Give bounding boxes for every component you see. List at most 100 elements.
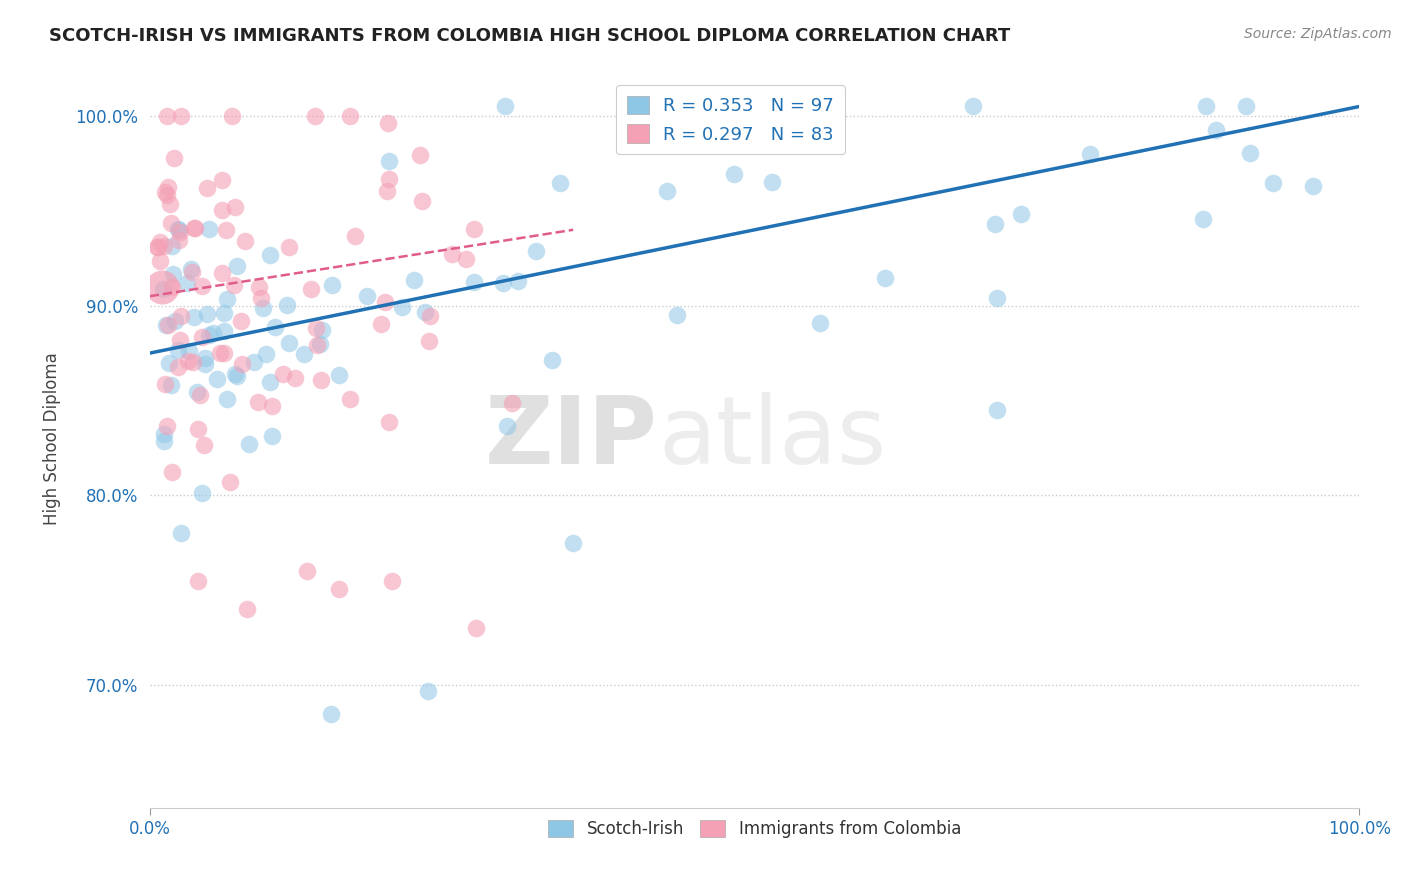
Point bbox=[176, 277, 198, 291]
Point bbox=[238, 437, 260, 451]
Point bbox=[808, 316, 831, 330]
Point bbox=[187, 421, 209, 435]
Point bbox=[321, 278, 343, 293]
Point bbox=[249, 292, 271, 306]
Point bbox=[159, 197, 181, 211]
Point bbox=[456, 252, 478, 266]
Point bbox=[156, 109, 179, 123]
Point bbox=[264, 320, 287, 334]
Point bbox=[211, 202, 233, 217]
Point bbox=[305, 338, 328, 352]
Point bbox=[167, 360, 190, 375]
Point bbox=[224, 367, 246, 381]
Point bbox=[225, 259, 247, 273]
Y-axis label: High School Diploma: High School Diploma bbox=[44, 352, 60, 524]
Point bbox=[162, 267, 184, 281]
Point bbox=[1195, 99, 1218, 113]
Point bbox=[339, 109, 361, 123]
Point bbox=[157, 356, 180, 370]
Point bbox=[180, 261, 202, 276]
Point bbox=[377, 116, 399, 130]
Point bbox=[404, 273, 426, 287]
Point bbox=[246, 394, 269, 409]
Point bbox=[305, 321, 328, 335]
Point bbox=[986, 291, 1008, 305]
Point bbox=[177, 343, 200, 358]
Point bbox=[1239, 146, 1261, 161]
Point bbox=[339, 392, 361, 406]
Point bbox=[169, 225, 191, 239]
Point bbox=[156, 187, 179, 202]
Point bbox=[177, 354, 200, 368]
Point bbox=[873, 271, 896, 285]
Point bbox=[159, 378, 181, 392]
Text: atlas: atlas bbox=[658, 392, 886, 484]
Point bbox=[370, 317, 392, 331]
Point bbox=[413, 304, 436, 318]
Point bbox=[152, 239, 174, 253]
Point bbox=[411, 194, 433, 209]
Point bbox=[1010, 207, 1032, 221]
Point bbox=[155, 376, 177, 391]
Point bbox=[184, 221, 207, 235]
Point bbox=[195, 181, 218, 195]
Point bbox=[508, 274, 530, 288]
Point bbox=[170, 109, 193, 123]
Point bbox=[205, 372, 228, 386]
Point bbox=[191, 330, 214, 344]
Point bbox=[155, 318, 177, 332]
Point bbox=[391, 300, 413, 314]
Point bbox=[378, 172, 401, 186]
Text: SCOTCH-IRISH VS IMMIGRANTS FROM COLOMBIA HIGH SCHOOL DIPLOMA CORRELATION CHART: SCOTCH-IRISH VS IMMIGRANTS FROM COLOMBIA… bbox=[49, 27, 1011, 45]
Point bbox=[224, 200, 246, 214]
Point bbox=[169, 310, 191, 324]
Point bbox=[167, 343, 190, 357]
Point bbox=[418, 309, 440, 323]
Point bbox=[465, 621, 488, 635]
Point bbox=[491, 276, 513, 290]
Point bbox=[190, 486, 212, 500]
Point bbox=[211, 266, 233, 280]
Point bbox=[374, 294, 396, 309]
Point bbox=[181, 355, 204, 369]
Point bbox=[215, 292, 238, 306]
Point bbox=[167, 233, 190, 247]
Point bbox=[381, 574, 404, 588]
Point bbox=[167, 221, 190, 235]
Point bbox=[235, 602, 257, 616]
Point bbox=[157, 318, 180, 332]
Point bbox=[229, 314, 252, 328]
Point bbox=[162, 465, 184, 479]
Point bbox=[416, 683, 439, 698]
Point bbox=[356, 288, 378, 302]
Point bbox=[308, 337, 330, 351]
Point bbox=[247, 279, 270, 293]
Point bbox=[271, 367, 294, 381]
Point bbox=[193, 438, 215, 452]
Point bbox=[187, 574, 209, 588]
Point bbox=[292, 346, 315, 360]
Point bbox=[259, 248, 281, 262]
Point bbox=[152, 282, 174, 296]
Point bbox=[218, 475, 240, 489]
Text: Source: ZipAtlas.com: Source: ZipAtlas.com bbox=[1244, 27, 1392, 41]
Point bbox=[665, 308, 688, 322]
Point bbox=[222, 278, 245, 293]
Point bbox=[162, 238, 184, 252]
Point bbox=[541, 352, 564, 367]
Point bbox=[170, 526, 193, 541]
Point bbox=[194, 351, 217, 366]
Point bbox=[183, 220, 205, 235]
Point bbox=[761, 175, 783, 189]
Point bbox=[252, 301, 274, 315]
Point bbox=[155, 418, 177, 433]
Point bbox=[260, 428, 283, 442]
Point bbox=[655, 184, 678, 198]
Point bbox=[212, 324, 235, 338]
Point bbox=[328, 368, 350, 383]
Point bbox=[494, 99, 516, 113]
Point bbox=[208, 345, 231, 359]
Point bbox=[163, 151, 186, 165]
Point bbox=[299, 282, 322, 296]
Point bbox=[986, 403, 1008, 417]
